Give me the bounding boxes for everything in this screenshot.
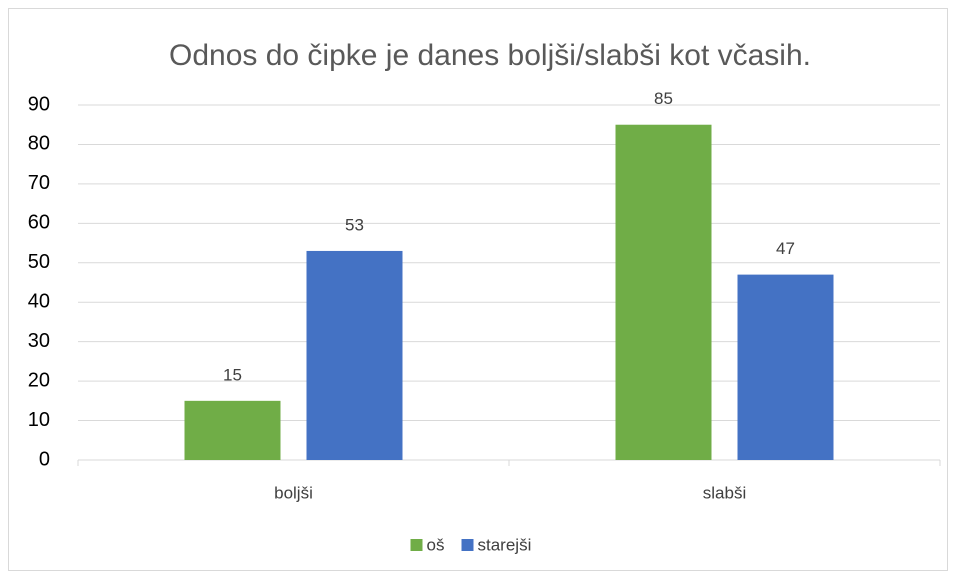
x-tick-label: boljši: [274, 483, 313, 502]
y-tick-label: 60: [28, 212, 50, 234]
y-tick-label: 0: [39, 448, 50, 470]
y-tick-label: 20: [28, 369, 50, 391]
y-tick-label: 80: [28, 133, 50, 155]
data-label: 85: [654, 89, 673, 108]
data-label: 53: [345, 215, 364, 234]
y-tick-label: 40: [28, 291, 50, 313]
legend-swatch: [410, 539, 423, 551]
x-tick-label: slabši: [703, 483, 746, 502]
y-tick-label: 50: [28, 251, 50, 273]
legend-label: starejši: [478, 535, 532, 554]
legend-label: oš: [427, 535, 445, 554]
legend-swatch: [461, 539, 474, 551]
bar: [184, 400, 281, 460]
bar: [615, 124, 712, 460]
bar: [737, 274, 834, 460]
data-label: 47: [776, 239, 795, 258]
bar: [306, 250, 403, 460]
y-tick-label: 10: [28, 409, 50, 431]
chart-title: Odnos do čipke je danes boljši/slabši ko…: [169, 39, 811, 72]
data-label: 15: [223, 365, 242, 384]
y-tick-label: 70: [28, 172, 50, 194]
y-tick-label: 90: [28, 93, 50, 115]
y-tick-label: 30: [28, 330, 50, 352]
